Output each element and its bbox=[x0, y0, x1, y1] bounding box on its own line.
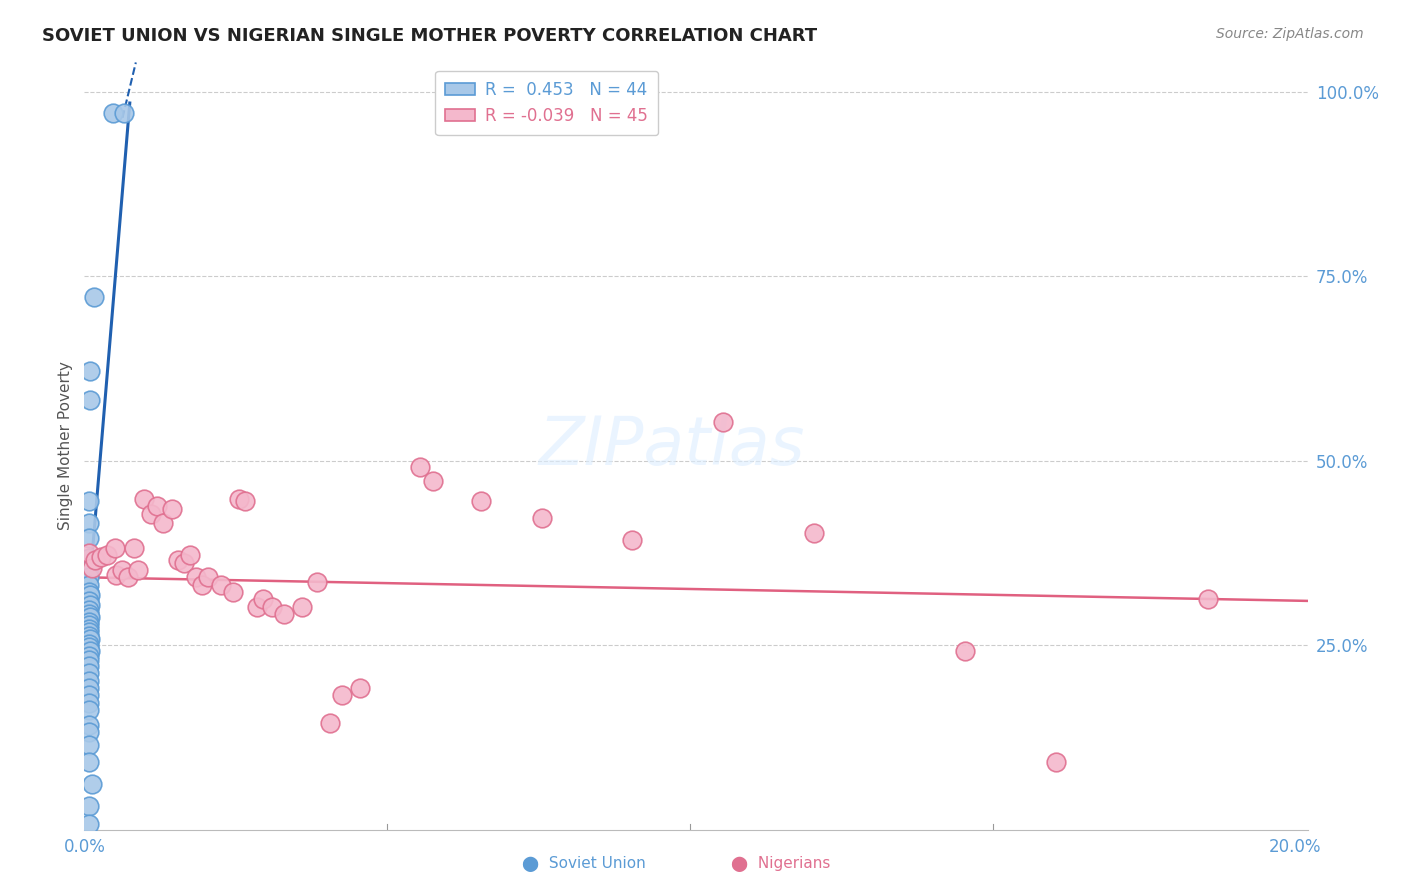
Point bbox=[77, 658, 100, 673]
Point bbox=[77, 649, 100, 664]
Point bbox=[349, 681, 371, 695]
Point bbox=[77, 755, 100, 769]
Point bbox=[197, 570, 219, 584]
Point bbox=[77, 615, 100, 629]
Point bbox=[83, 290, 105, 304]
Point bbox=[79, 632, 101, 647]
Point bbox=[96, 548, 118, 562]
Point bbox=[79, 364, 101, 378]
Legend: R =  0.453   N = 44, R = -0.039   N = 45: R = 0.453 N = 44, R = -0.039 N = 45 bbox=[436, 70, 658, 135]
Point bbox=[160, 501, 183, 516]
Point bbox=[104, 541, 127, 555]
Text: ⬤  Nigerians: ⬤ Nigerians bbox=[731, 856, 830, 872]
Point bbox=[173, 556, 195, 570]
Point bbox=[84, 553, 107, 567]
Point bbox=[80, 560, 103, 574]
Point bbox=[955, 644, 977, 658]
Point bbox=[77, 546, 100, 560]
Point bbox=[262, 599, 284, 614]
Point bbox=[77, 738, 100, 752]
Point bbox=[77, 531, 100, 545]
Point bbox=[139, 507, 162, 521]
Point bbox=[77, 624, 100, 639]
Point bbox=[803, 526, 825, 541]
Point bbox=[77, 703, 100, 717]
Point bbox=[79, 644, 101, 658]
Point bbox=[252, 592, 274, 607]
Point bbox=[191, 577, 214, 591]
Point bbox=[222, 585, 245, 599]
Point bbox=[90, 549, 112, 564]
Text: ZIPatlas: ZIPatlas bbox=[538, 413, 804, 479]
Point bbox=[146, 500, 169, 514]
Point bbox=[152, 516, 174, 531]
Point bbox=[167, 553, 190, 567]
Point bbox=[77, 799, 100, 814]
Point bbox=[209, 577, 232, 591]
Point bbox=[82, 777, 104, 791]
Point bbox=[77, 622, 100, 636]
Point bbox=[318, 715, 340, 730]
Point bbox=[291, 599, 314, 614]
Point bbox=[711, 416, 734, 430]
Point bbox=[77, 696, 100, 710]
Point bbox=[228, 492, 250, 507]
Point bbox=[621, 533, 644, 548]
Point bbox=[112, 105, 135, 120]
Point bbox=[77, 585, 100, 599]
Point bbox=[77, 494, 100, 508]
Point bbox=[77, 816, 100, 830]
Point bbox=[77, 629, 100, 643]
Point bbox=[79, 610, 101, 624]
Point bbox=[79, 393, 101, 408]
Point bbox=[127, 563, 149, 577]
Point bbox=[246, 599, 269, 614]
Point bbox=[409, 459, 432, 474]
Point bbox=[77, 607, 100, 622]
Y-axis label: Single Mother Poverty: Single Mother Poverty bbox=[58, 361, 73, 531]
Point bbox=[132, 492, 155, 507]
Point bbox=[77, 516, 100, 531]
Point bbox=[104, 568, 127, 582]
Text: SOVIET UNION VS NIGERIAN SINGLE MOTHER POVERTY CORRELATION CHART: SOVIET UNION VS NIGERIAN SINGLE MOTHER P… bbox=[42, 27, 817, 45]
Point bbox=[117, 570, 139, 584]
Text: Source: ZipAtlas.com: Source: ZipAtlas.com bbox=[1216, 27, 1364, 41]
Point bbox=[77, 570, 100, 584]
Point bbox=[233, 494, 256, 508]
Point bbox=[530, 511, 553, 525]
Point bbox=[122, 541, 145, 555]
Point bbox=[77, 563, 100, 577]
Point bbox=[77, 594, 100, 608]
Point bbox=[111, 563, 134, 577]
Point bbox=[103, 105, 125, 120]
Point bbox=[79, 588, 101, 602]
Point bbox=[77, 653, 100, 667]
Point bbox=[179, 548, 201, 562]
Point bbox=[77, 689, 100, 703]
Point bbox=[77, 577, 100, 591]
Point bbox=[77, 681, 100, 695]
Point bbox=[186, 570, 208, 584]
Point bbox=[77, 666, 100, 681]
Point bbox=[77, 603, 100, 617]
Point bbox=[77, 637, 100, 651]
Point bbox=[77, 725, 100, 739]
Point bbox=[77, 673, 100, 688]
Point bbox=[77, 551, 100, 566]
Point bbox=[1197, 592, 1219, 607]
Point bbox=[307, 575, 329, 590]
Point bbox=[1045, 755, 1067, 769]
Point bbox=[422, 475, 444, 489]
Point bbox=[77, 617, 100, 632]
Point bbox=[273, 607, 295, 622]
Point bbox=[330, 689, 353, 703]
Point bbox=[77, 640, 100, 654]
Text: ⬤  Soviet Union: ⬤ Soviet Union bbox=[522, 856, 645, 872]
Point bbox=[79, 598, 101, 612]
Point bbox=[77, 718, 100, 732]
Point bbox=[470, 494, 492, 508]
